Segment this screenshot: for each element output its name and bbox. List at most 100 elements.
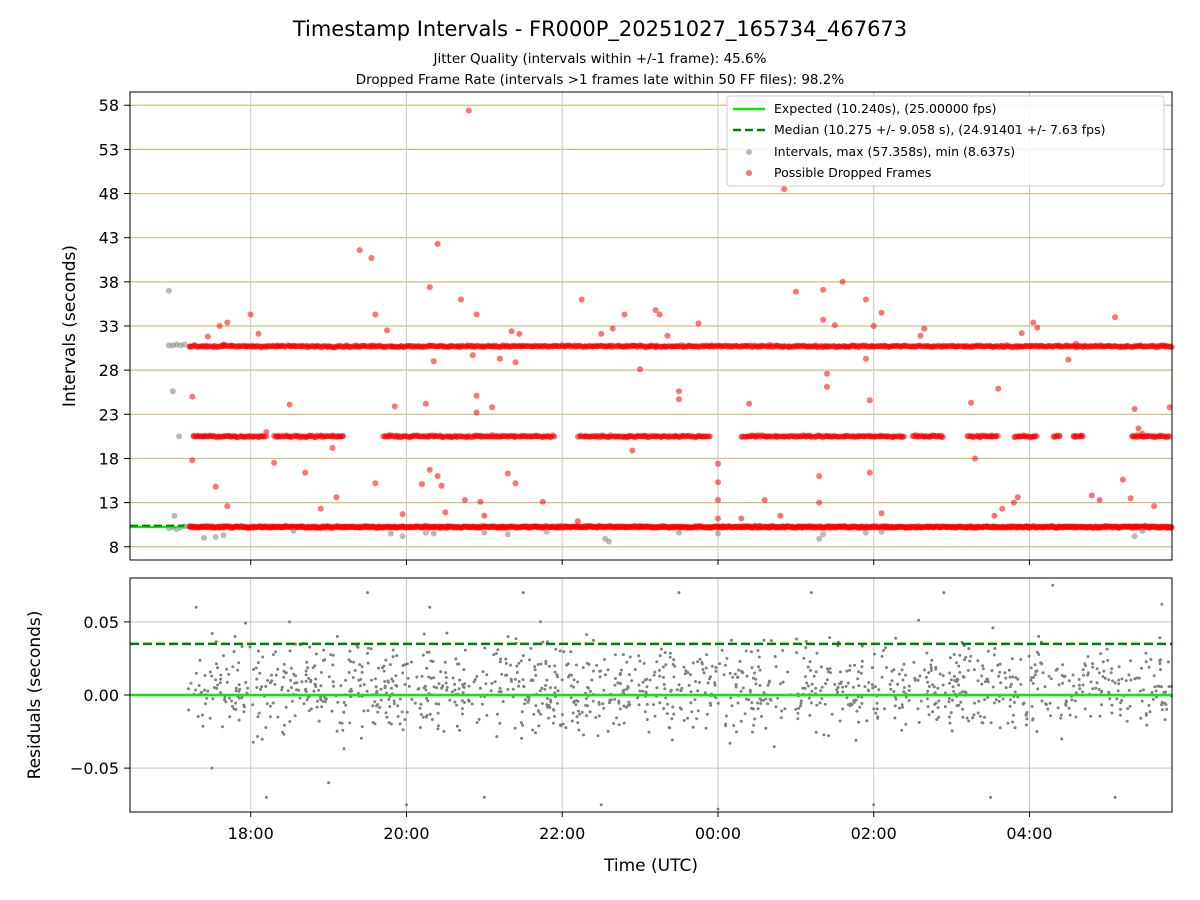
dropped-frame-point [247,311,254,318]
residual-point [425,666,429,670]
intervals-marks [130,107,1175,545]
residual-point [1004,686,1008,690]
residual-point [331,653,335,657]
residual-point [984,680,987,684]
residual-point [815,703,819,707]
residual-point [369,647,373,651]
residual-point [602,688,606,692]
dropped-frame-point [419,481,425,488]
residual-point [977,699,981,703]
residual-point [1129,659,1133,663]
residual-point [967,719,971,723]
chart-subtitle-jitter: Jitter Quality (intervals within +/-1 fr… [433,51,767,67]
residual-point [642,661,646,665]
residual-point [952,675,956,678]
residual-point [1029,666,1033,670]
residual-point [655,660,659,664]
residual-point [618,671,622,675]
residual-point [845,669,849,673]
residual-point [500,672,504,676]
residual-point [702,671,706,675]
residual-point [613,697,617,701]
residual-point [331,663,335,667]
dropped-frame-point [862,355,869,362]
residual-point [898,706,901,710]
residual-point [1061,663,1065,667]
residual-point [608,701,611,705]
residual-point [348,689,352,693]
residual-point [907,684,911,688]
dropped-frame-point [1127,495,1134,502]
residual-point [571,711,575,715]
residual-point [1165,707,1169,711]
residual-point [836,644,840,648]
residual-point [1111,679,1115,683]
residual-point [210,674,214,678]
dropped-frame-point [1073,340,1080,347]
residual-point [652,673,656,677]
residual-point [981,721,985,725]
residual-point [519,721,523,725]
residual-point [374,685,378,689]
residual-point [705,653,709,657]
residual-point [894,636,898,640]
residual-point [1118,713,1122,717]
residual-point [838,719,842,723]
x-tick-label: 04:00 [1006,824,1052,843]
residual-point [609,698,613,702]
residual-point [378,706,382,709]
dropped-frame-point [504,470,511,477]
residual-point [867,681,871,685]
residual-point [1011,720,1015,724]
residual-point [601,702,605,706]
residual-point [686,671,690,675]
residual-point [339,684,343,688]
residual-point [714,696,718,700]
residual-point [231,665,235,669]
dropped-frame-point [391,403,398,410]
residual-point [704,726,708,730]
residual-point [1034,670,1038,673]
residual-point [658,674,662,678]
residual-point [718,662,722,666]
residual-point [597,714,601,718]
dropped-frame-point [862,296,869,303]
residual-point [533,668,537,672]
residual-point [314,652,318,656]
residual-point [994,698,998,702]
residual-point [758,668,762,672]
residual-point [750,701,754,705]
residual-point [528,658,531,662]
residual-point [972,713,976,717]
dropped-frame-point [676,396,682,403]
residual-point [901,705,904,709]
x-tick-label: 00:00 [695,824,741,843]
residual-point [256,661,260,665]
residual-point [311,666,315,670]
residual-point [366,651,369,655]
residual-point [436,727,440,731]
residual-point [421,653,425,657]
residual-point [545,678,549,682]
residual-point [1149,657,1153,661]
dropped-frame-point [1010,499,1017,506]
residual-point [883,707,886,711]
residual-point [581,666,585,670]
dropped-frame-point [1079,433,1086,440]
residual-point [329,653,333,657]
residual-point [373,677,377,681]
residual-point [968,659,972,663]
residual-point [747,698,751,702]
residual-point [1156,684,1160,688]
residual-point [725,656,729,660]
residual-point [677,683,681,687]
residual-point [420,674,424,678]
dropped-frame-point [921,325,928,332]
residual-point [457,687,461,691]
residual-point [663,651,667,655]
residual-point [216,683,220,687]
residual-point [1089,680,1093,684]
residual-point [764,726,768,730]
residual-point [865,719,869,723]
residual-point [499,690,503,694]
